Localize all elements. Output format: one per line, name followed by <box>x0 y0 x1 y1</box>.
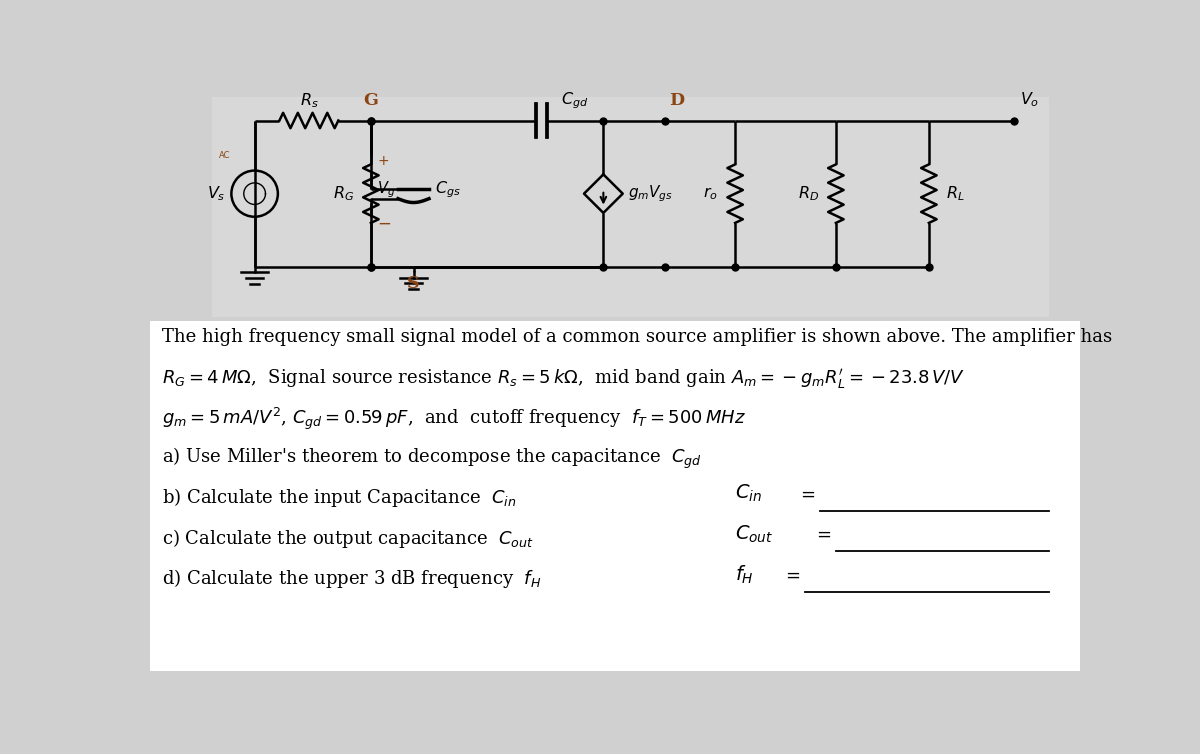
Text: The high frequency small signal model of a common source amplifier is shown abov: The high frequency small signal model of… <box>162 329 1111 346</box>
Text: $g_m=5\,mA/V^2$, $C_{gd}=0.59\,pF$,  and  cutoff frequency  $f_T=500\,MHz$: $g_m=5\,mA/V^2$, $C_{gd}=0.59\,pF$, and … <box>162 406 745 432</box>
Text: $g_m V_{gs}$: $g_m V_{gs}$ <box>628 183 673 204</box>
Text: D: D <box>670 92 684 109</box>
Text: d) Calculate the upper 3 dB frequency  $f_H$: d) Calculate the upper 3 dB frequency $f… <box>162 567 541 590</box>
Text: $R_G=4\,M\Omega$,  Signal source resistance $R_s=5\,k\Omega$,  mid band gain $A_: $R_G=4\,M\Omega$, Signal source resistan… <box>162 367 965 391</box>
Text: $C_{out}$: $C_{out}$ <box>736 523 774 545</box>
Text: $R_L$: $R_L$ <box>946 184 965 203</box>
Text: $R_G$: $R_G$ <box>332 184 354 203</box>
Text: $C_{in}$: $C_{in}$ <box>736 483 762 504</box>
Text: $-$: $-$ <box>377 214 391 231</box>
Text: $C_{gd}$: $C_{gd}$ <box>560 90 588 112</box>
Text: $V_o$: $V_o$ <box>1020 90 1039 109</box>
Text: $=$: $=$ <box>797 485 816 503</box>
Text: $V_g$: $V_g$ <box>377 179 395 200</box>
Text: $+$: $+$ <box>377 155 389 168</box>
FancyBboxPatch shape <box>150 320 1080 671</box>
Text: b) Calculate the input Capacitance  $C_{in}$: b) Calculate the input Capacitance $C_{i… <box>162 486 516 509</box>
Text: S: S <box>407 274 420 292</box>
Text: $V_s$: $V_s$ <box>206 184 226 203</box>
Text: G: G <box>364 92 378 109</box>
Text: $C_{gs}$: $C_{gs}$ <box>436 179 461 200</box>
FancyBboxPatch shape <box>212 97 1049 317</box>
Text: c) Calculate the output capacitance  $C_{out}$: c) Calculate the output capacitance $C_{… <box>162 527 534 550</box>
Text: AC: AC <box>220 151 230 160</box>
Text: a) Use Miller's theorem to decompose the capacitance  $C_{gd}$: a) Use Miller's theorem to decompose the… <box>162 446 702 471</box>
Text: $R_D$: $R_D$ <box>798 184 818 203</box>
Text: $=$: $=$ <box>812 525 832 543</box>
Text: $f_H$: $f_H$ <box>736 564 754 587</box>
Text: $R_s$: $R_s$ <box>300 91 318 110</box>
Text: $r_o$: $r_o$ <box>703 185 718 202</box>
Text: $=$: $=$ <box>781 566 800 584</box>
